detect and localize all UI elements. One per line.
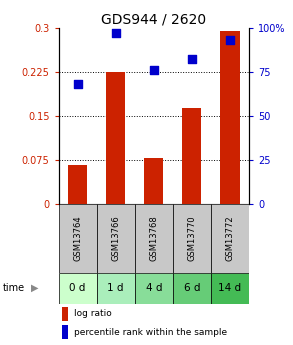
Bar [62,325,68,338]
Text: 14 d: 14 d [219,283,241,293]
Bar [135,204,173,273]
Point [151,67,156,72]
Bar [220,31,239,204]
Bar [59,204,97,273]
Bar [62,307,68,321]
Text: 6 d: 6 d [184,283,200,293]
Text: ▶: ▶ [31,283,38,293]
Title: GDS944 / 2620: GDS944 / 2620 [101,12,206,27]
Bar [106,71,125,204]
Point [113,30,118,36]
Bar [144,158,163,204]
Bar [173,204,211,273]
Bar [97,273,135,304]
Bar [211,204,249,273]
Text: 1 d: 1 d [108,283,124,293]
Text: GSM13768: GSM13768 [149,215,158,261]
Bar [211,273,249,304]
Bar [135,273,173,304]
Bar [68,166,87,204]
Bar [173,273,211,304]
Text: GSM13764: GSM13764 [73,215,82,261]
Bar [182,108,201,204]
Point [228,37,232,43]
Point [75,81,80,87]
Text: 0 d: 0 d [69,283,86,293]
Text: 4 d: 4 d [146,283,162,293]
Text: time: time [3,283,25,293]
Text: GSM13770: GSM13770 [188,215,196,261]
Text: log ratio: log ratio [74,309,112,318]
Text: percentile rank within the sample: percentile rank within the sample [74,327,227,337]
Bar [97,204,135,273]
Point [190,57,194,62]
Bar [59,273,97,304]
Text: GSM13772: GSM13772 [226,215,234,261]
Text: GSM13766: GSM13766 [111,215,120,261]
